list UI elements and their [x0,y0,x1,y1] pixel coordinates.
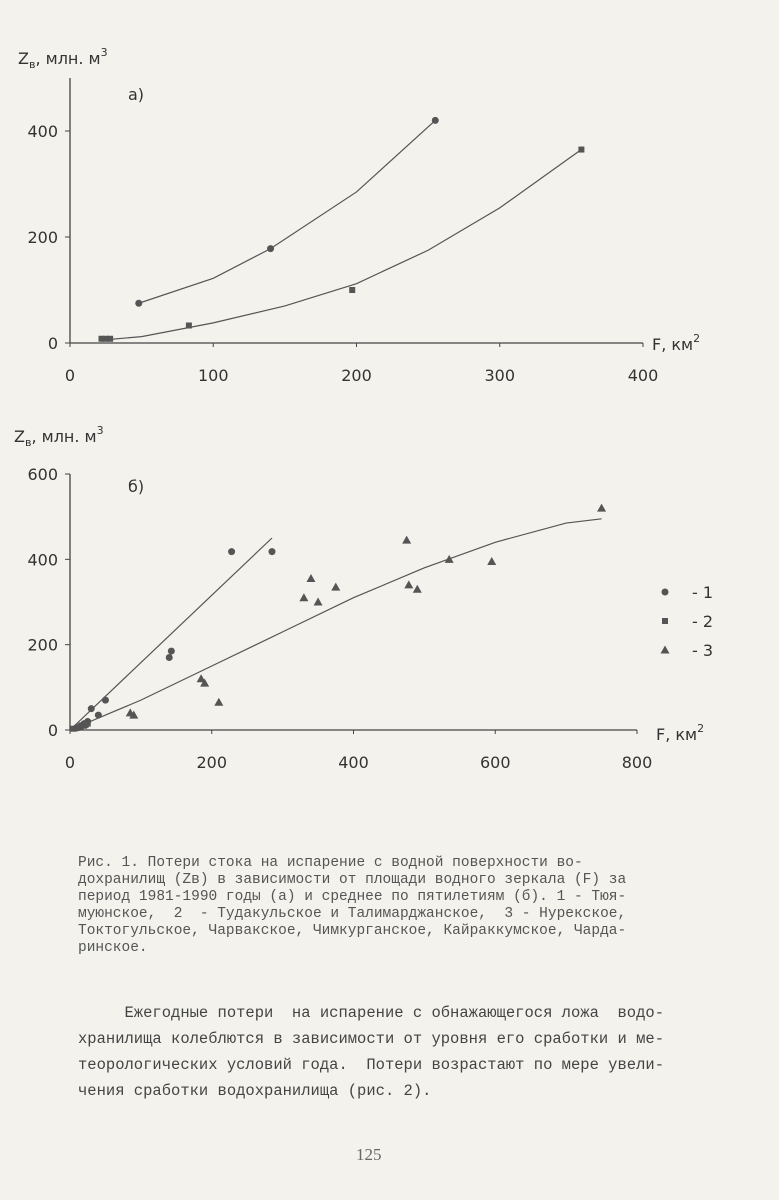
label-main: Z [14,427,25,446]
label-sup: 3 [101,46,108,59]
point [101,696,109,704]
point [313,597,323,606]
x-tick-label: 0 [65,753,75,772]
point [597,503,607,512]
text-line: хранилища колеблются в зависимости от ур… [78,1030,664,1048]
legend-label: - 1 [692,583,713,602]
point [268,548,276,556]
x-tick-label: 400 [628,366,659,385]
point [196,674,206,683]
point [167,647,175,655]
x-tick-label: 300 [484,366,515,385]
legend-marker [662,618,668,624]
x-tick-label: 100 [198,366,229,385]
point [84,720,91,727]
point [135,299,143,307]
text-line: муюнское, 2 - Тудакульское и Талимарджан… [78,906,627,922]
fit-curve [69,537,273,731]
text-line: Ежегодные потери на испарение с обнажающ… [78,1004,665,1022]
y-tick-label: 600 [27,465,58,484]
fit-curve [138,119,436,304]
legend-label: - 3 [692,641,713,660]
label-sup: 3 [97,424,104,437]
point [185,322,192,329]
legend-marker [660,645,670,654]
x-tick-label: 200 [341,366,372,385]
fit-curve [69,518,602,731]
y-axis-label: Zв, млн. м3 [14,424,104,449]
y-axis-label: Zв, млн. м3 [18,46,108,71]
y-tick-label: 400 [27,122,58,141]
point [87,705,95,713]
text-line: Рис. 1. Потери стока на испарение с водн… [78,855,583,871]
point [129,710,139,719]
point [165,653,173,661]
y-tick-label: 200 [27,228,58,247]
label-main: Z [18,49,29,68]
point [487,556,497,565]
text-line: Токтогульское, Чарвакское, Чимкурганское… [78,923,627,939]
point [200,678,210,687]
panel-label: а) [128,85,144,104]
point [402,535,412,544]
y-tick-label: 0 [48,334,58,353]
text-line: период 1981-1990 годы (а) и среднее по п… [78,889,627,905]
text-line: ринское. [78,940,148,956]
legend-label: - 2 [692,612,713,631]
point [94,711,102,719]
x-tick-label: 600 [480,753,511,772]
label-rest: , млн. м [31,427,96,446]
x-tick-label: 800 [622,753,653,772]
label-sup: 2 [693,332,700,345]
caption: Рис. 1. Потери стока на испарение с водн… [78,855,626,957]
label-sub: в [25,436,31,449]
point [77,723,84,730]
paragraph: Ежегодные потери на испарение с обнажающ… [78,1000,664,1104]
point [412,584,422,593]
x-tick-label: 400 [338,753,369,772]
point [98,335,105,342]
point [228,548,236,556]
point [214,697,224,706]
x-axis-label: F, км2 [652,332,700,354]
x-tick-label: 200 [196,753,227,772]
y-tick-label: 200 [27,636,58,655]
fit-curve [98,149,582,341]
point [70,725,77,732]
panel-label: б) [128,477,144,496]
point [107,335,114,342]
point [306,574,316,583]
label-sup: 2 [697,722,704,735]
point [431,116,439,124]
page-number: 125 [356,1145,382,1164]
y-tick-label: 0 [48,721,58,740]
legend-marker [661,588,669,596]
point [74,724,81,731]
point [299,593,309,602]
y-tick-label: 400 [27,550,58,569]
text-line: теорологических условий года. Потери воз… [78,1056,664,1074]
label-rest: , млн. м [35,49,100,68]
point [578,146,585,153]
point [404,580,414,589]
x-tick-label: 0 [65,366,75,385]
point [102,335,109,342]
point [331,582,341,591]
point [267,245,275,253]
text-line: чения сработки водохранилища (рис. 2). [78,1082,432,1100]
label-sub: в [29,58,35,71]
x-axis-label: F, км2 [656,722,704,744]
point [349,287,356,293]
label-main: F, км [656,725,697,744]
text-line: дохранилищ (Zв) в зависимости от площади… [78,872,627,888]
label-main: F, км [652,335,693,354]
point [444,554,454,563]
